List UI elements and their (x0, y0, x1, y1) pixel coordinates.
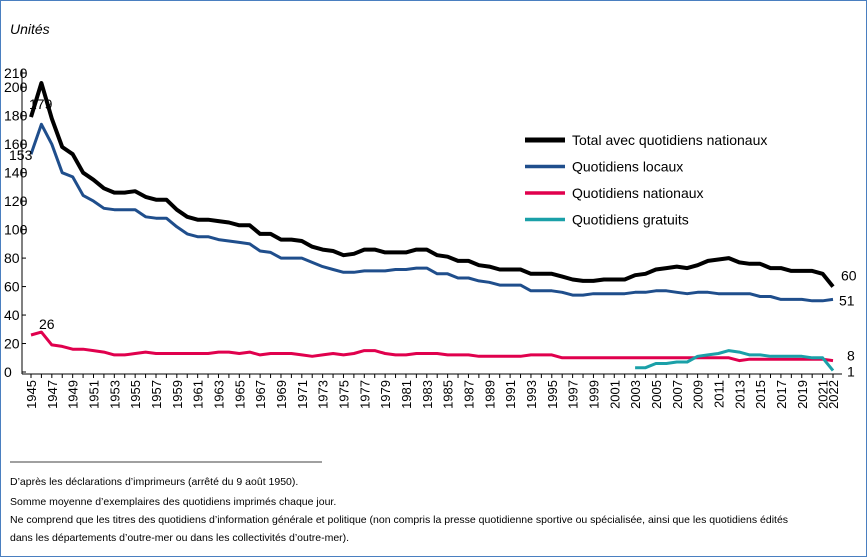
x-tick-label: 1997 (566, 380, 581, 409)
note: Somme moyenne d’exemplaires des quotidie… (10, 496, 336, 508)
x-tick-label: 1995 (545, 380, 560, 409)
note: D’après les déclarations d’imprimeurs (a… (10, 476, 298, 488)
end-label: 60 (841, 268, 857, 284)
x-tick-label: 1963 (211, 380, 226, 409)
end-label: 51 (839, 292, 855, 308)
x-tick-label: 1993 (524, 380, 539, 409)
x-tick-label: 2015 (753, 380, 768, 409)
x-tick-label: 1975 (336, 380, 351, 409)
x-tick-label: 1949 (66, 380, 81, 409)
x-tick-label: 1987 (461, 380, 476, 409)
x-tick-label: 1959 (170, 380, 185, 409)
y-tick-label: 160 (4, 136, 28, 152)
x-tick-label: 2005 (649, 380, 664, 409)
x-tick-label: 2009 (691, 380, 706, 409)
start-label: 26 (39, 316, 55, 332)
x-tick-label: 1953 (107, 380, 122, 409)
legend-label: Total avec quotidiens nationaux (572, 132, 767, 148)
y-tick-label: 120 (4, 193, 28, 209)
start-label: 153 (9, 147, 33, 163)
y-tick-label: 60 (4, 279, 20, 295)
x-tick-label: 1973 (316, 380, 331, 409)
y-tick-label: 100 (4, 222, 28, 238)
x-tick-label: 1961 (191, 380, 206, 409)
x-tick-label: 2011 (711, 380, 726, 408)
x-tick-label: 2003 (628, 380, 643, 409)
x-tick-label: 1991 (503, 380, 518, 409)
x-tick-label: 2007 (670, 380, 685, 409)
x-tick-label: 1947 (45, 380, 60, 409)
x-tick-label: 1977 (357, 380, 372, 409)
x-tick-label: 2022 (826, 380, 841, 409)
x-tick-label: 1981 (399, 380, 414, 409)
y-tick-label: 180 (4, 108, 28, 124)
end-label: 8 (847, 348, 855, 364)
y-tick-label: 40 (4, 307, 20, 323)
x-tick-label: 1965 (232, 380, 247, 409)
x-tick-label: 1951 (86, 380, 101, 409)
x-tick-label: 2021 (816, 380, 831, 409)
y-tick-label: 0 (4, 364, 12, 380)
x-tick-label: 1967 (253, 380, 268, 409)
y-tick-label: 80 (4, 250, 20, 266)
series-line (635, 349, 835, 372)
series-line (29, 81, 835, 288)
x-tick-label: 2013 (732, 380, 747, 409)
x-tick-label: 2019 (795, 380, 810, 409)
x-tick-label: 1969 (274, 380, 289, 409)
y-tick-label: 210 (4, 65, 28, 81)
x-tick-label: 1989 (482, 380, 497, 409)
note: dans les départements d’outre-mer ou dan… (10, 532, 349, 544)
x-tick-label: 1983 (420, 380, 435, 409)
x-tick-label: 1955 (128, 380, 143, 409)
x-tick-label: 2017 (774, 380, 789, 409)
legend-label: Quotidiens nationaux (572, 185, 704, 201)
series-line (29, 122, 834, 303)
x-tick-label: 2001 (607, 380, 622, 409)
x-tick-label: 1999 (586, 380, 601, 409)
y-tick-label: 200 (4, 79, 28, 95)
legend-label: Quotidiens locaux (572, 159, 683, 175)
legend-label: Quotidiens gratuits (572, 212, 689, 228)
note: Ne comprend que les titres des quotidien… (10, 514, 788, 526)
x-tick-label: 1979 (378, 380, 393, 409)
y-tick-label: 140 (4, 165, 28, 181)
end-label: 1 (847, 364, 855, 380)
y-tick-label: 20 (4, 336, 20, 352)
x-tick-label: 1945 (24, 380, 39, 409)
x-tick-label: 1957 (149, 380, 164, 409)
x-tick-label: 1971 (295, 380, 310, 409)
y-unit: Unités (10, 21, 50, 37)
x-tick-label: 1985 (441, 380, 456, 409)
start-label: 179 (29, 96, 53, 112)
series-line (30, 330, 834, 363)
